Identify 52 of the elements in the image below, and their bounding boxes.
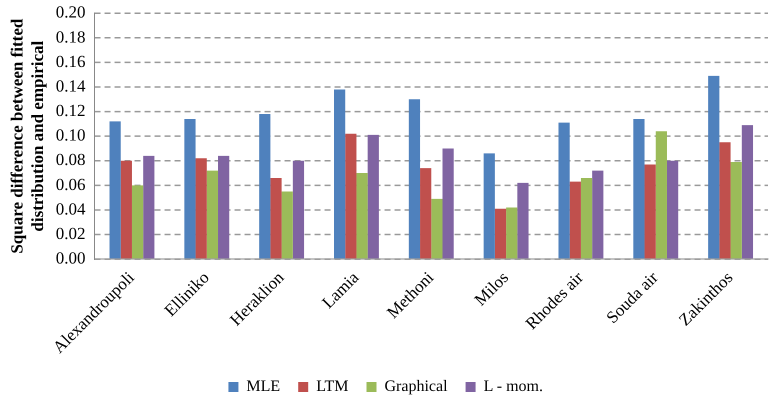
- bar: [334, 89, 346, 258]
- y-tick-label: 0.20: [56, 2, 86, 22]
- legend-label: LTM: [316, 378, 349, 396]
- bar: [656, 131, 667, 258]
- bar: [120, 160, 132, 258]
- y-tick-label: 0.14: [56, 76, 86, 96]
- bar: [184, 118, 196, 258]
- bar: [442, 148, 454, 258]
- legend-label: L - mom.: [484, 378, 543, 396]
- y-tick-label: 0.00: [56, 248, 86, 268]
- y-tick-label: 0.04: [56, 199, 86, 218]
- bar: [558, 122, 570, 258]
- legend-label: Graphical: [384, 378, 448, 396]
- bar: [708, 76, 720, 258]
- bar: [719, 142, 731, 258]
- y-tick-label: 0.06: [56, 174, 86, 194]
- bar: [132, 185, 144, 258]
- legend-label: MLE: [246, 378, 280, 396]
- y-tick-label: 0.18: [56, 27, 86, 46]
- bar: [356, 173, 368, 258]
- bar: [420, 168, 432, 258]
- bar: [218, 156, 230, 258]
- y-tick-label: 0.12: [56, 101, 86, 120]
- bar: [666, 160, 678, 258]
- bar: [506, 207, 518, 258]
- bar: [196, 158, 207, 258]
- bar: [742, 125, 754, 258]
- bar: [110, 121, 121, 258]
- bar: [592, 170, 604, 258]
- bar: [368, 134, 379, 258]
- bar: [580, 178, 592, 258]
- y-axis-title: Square difference between fitted distribution and empirical: [8, 18, 47, 254]
- bar: [143, 156, 154, 258]
- bar: [431, 198, 442, 258]
- y-tick-label: 0.08: [56, 150, 86, 170]
- bar: [270, 178, 282, 258]
- bar: [484, 153, 495, 258]
- bar: [408, 99, 420, 258]
- bar: [206, 170, 218, 258]
- bar: [730, 162, 742, 258]
- bar: [633, 118, 645, 258]
- bar: [644, 164, 656, 258]
- bar: [345, 134, 356, 258]
- bar: [494, 208, 506, 258]
- bar: [259, 114, 270, 258]
- bar: [570, 182, 581, 258]
- bar: [292, 160, 304, 258]
- bar: [517, 182, 529, 258]
- y-tick-label: 0.16: [56, 52, 86, 71]
- y-tick-label: 0.10: [56, 126, 86, 145]
- bar: [282, 192, 293, 258]
- y-tick-label: 0.02: [56, 224, 86, 244]
